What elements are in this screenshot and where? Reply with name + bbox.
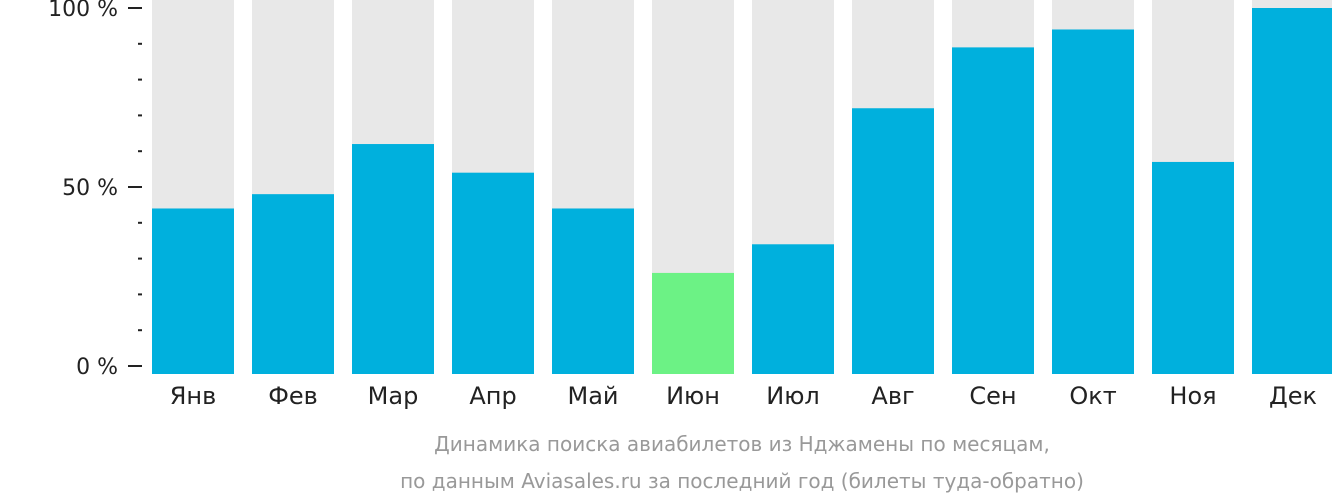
x-tick-label-10: Окт: [1069, 382, 1116, 410]
bar-1: [152, 208, 234, 374]
bar-4: [452, 172, 534, 374]
x-axis-labels: Янв Фев Мар Апр Май Июн Июл Авг Сен Окт Ноя Дек: [170, 382, 1317, 410]
x-tick-label-3: Мар: [368, 382, 419, 410]
x-tick-label-4: Апр: [469, 382, 516, 410]
bar-10: [1052, 29, 1134, 374]
data-bars: [152, 8, 1332, 375]
x-tick-label-2: Фев: [268, 382, 318, 410]
y-axis: 0 % 50 % 100 %: [48, 0, 142, 380]
x-tick-label-12: Дек: [1269, 382, 1317, 410]
x-tick-label-1: Янв: [170, 382, 217, 410]
x-tick-label-5: Май: [567, 382, 618, 410]
x-tick-label-9: Сен: [969, 382, 1016, 410]
bar-8: [852, 108, 934, 375]
bar-7: [752, 244, 834, 374]
x-tick-label-8: Авг: [871, 382, 914, 410]
caption-line-1: Динамика поиска авиабилетов из Нджамены …: [434, 432, 1050, 456]
x-tick-label-6: Июн: [666, 382, 720, 410]
y-tick-label-3: 100 %: [48, 0, 118, 22]
bar-5: [552, 208, 634, 374]
bar-3: [352, 144, 434, 374]
caption-line-2: по данным Aviasales.ru за последний год …: [400, 469, 1084, 493]
bar-2: [252, 194, 334, 374]
y-tick-label-1: 0 %: [76, 355, 118, 380]
x-tick-label-7: Июл: [766, 382, 820, 410]
bar-11: [1152, 161, 1234, 374]
y-tick-label-2: 50 %: [62, 176, 118, 201]
bar-9: [952, 47, 1034, 374]
bar-6: [652, 272, 734, 374]
x-tick-label-11: Ноя: [1169, 382, 1216, 410]
bar-12: [1252, 8, 1332, 374]
